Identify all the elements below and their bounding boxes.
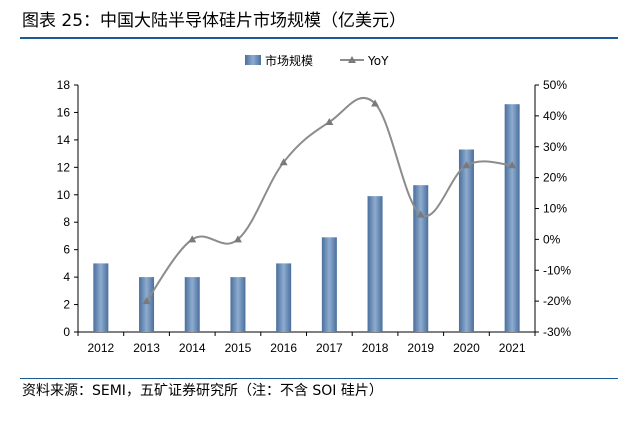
bar-2018 xyxy=(367,196,383,332)
bar-2015 xyxy=(230,277,246,332)
yoy-point-2021 xyxy=(508,161,517,169)
left-tick-label: 2 xyxy=(63,298,70,312)
yoy-point-2014 xyxy=(188,235,197,243)
right-tick-label: -10% xyxy=(543,263,571,277)
bar-2019 xyxy=(413,185,429,332)
legend-bar-label: 市场规模 xyxy=(265,53,313,68)
left-tick-label: 4 xyxy=(63,270,70,284)
left-tick-label: 14 xyxy=(57,133,71,147)
yoy-point-2017 xyxy=(325,118,334,126)
yoy-point-2020 xyxy=(462,161,471,169)
x-tick-label: 2018 xyxy=(362,341,389,355)
yoy-point-2018 xyxy=(371,99,380,107)
x-tick-label: 2014 xyxy=(179,341,206,355)
right-tick-label: 0% xyxy=(543,232,561,246)
bar-2020 xyxy=(458,149,474,332)
right-tick-label: 20% xyxy=(543,171,567,185)
left-tick-label: 16 xyxy=(57,105,71,119)
right-tick-label: -20% xyxy=(543,294,571,308)
bar-2013 xyxy=(139,277,155,332)
x-tick-label: 2019 xyxy=(407,341,434,355)
right-tick-label: 40% xyxy=(543,109,567,123)
bar-2021 xyxy=(504,104,520,332)
legend-line-marker xyxy=(348,56,356,63)
x-tick-label: 2021 xyxy=(499,341,526,355)
yoy-point-2015 xyxy=(233,235,242,243)
left-tick-label: 10 xyxy=(57,188,71,202)
legend-line-label: YoY xyxy=(367,54,389,68)
yoy-point-2016 xyxy=(279,158,288,166)
bar-2012 xyxy=(93,263,109,332)
right-tick-label: 10% xyxy=(543,202,567,216)
yoy-point-2013 xyxy=(142,297,151,305)
yoy-point-2019 xyxy=(416,210,425,218)
legend-bar-swatch xyxy=(245,55,261,65)
right-tick-label: 30% xyxy=(543,140,567,154)
x-tick-label: 2015 xyxy=(225,341,252,355)
left-tick-label: 12 xyxy=(57,160,71,174)
right-tick-label: -30% xyxy=(543,325,571,339)
left-tick-label: 0 xyxy=(63,325,70,339)
x-tick-label: 2020 xyxy=(453,341,480,355)
title-rule xyxy=(20,37,618,39)
bar-2014 xyxy=(184,277,200,332)
x-tick-label: 2012 xyxy=(87,341,114,355)
bar-2016 xyxy=(276,263,292,332)
left-tick-label: 18 xyxy=(57,78,71,92)
left-tick-label: 8 xyxy=(63,215,70,229)
left-tick-label: 6 xyxy=(63,243,70,257)
source-rule xyxy=(20,378,618,379)
bar-2017 xyxy=(321,237,337,332)
chart-title: 图表 25：中国大陆半导体硅片市场规模（亿美元） xyxy=(22,11,407,31)
x-tick-label: 2016 xyxy=(270,341,297,355)
x-tick-label: 2017 xyxy=(316,341,343,355)
source-note: 资料来源：SEMI，五矿证券研究所（注：不含 SOI 硅片） xyxy=(22,383,383,399)
yoy-line xyxy=(145,96,513,302)
right-tick-label: 50% xyxy=(543,78,567,92)
x-tick-label: 2013 xyxy=(133,341,160,355)
